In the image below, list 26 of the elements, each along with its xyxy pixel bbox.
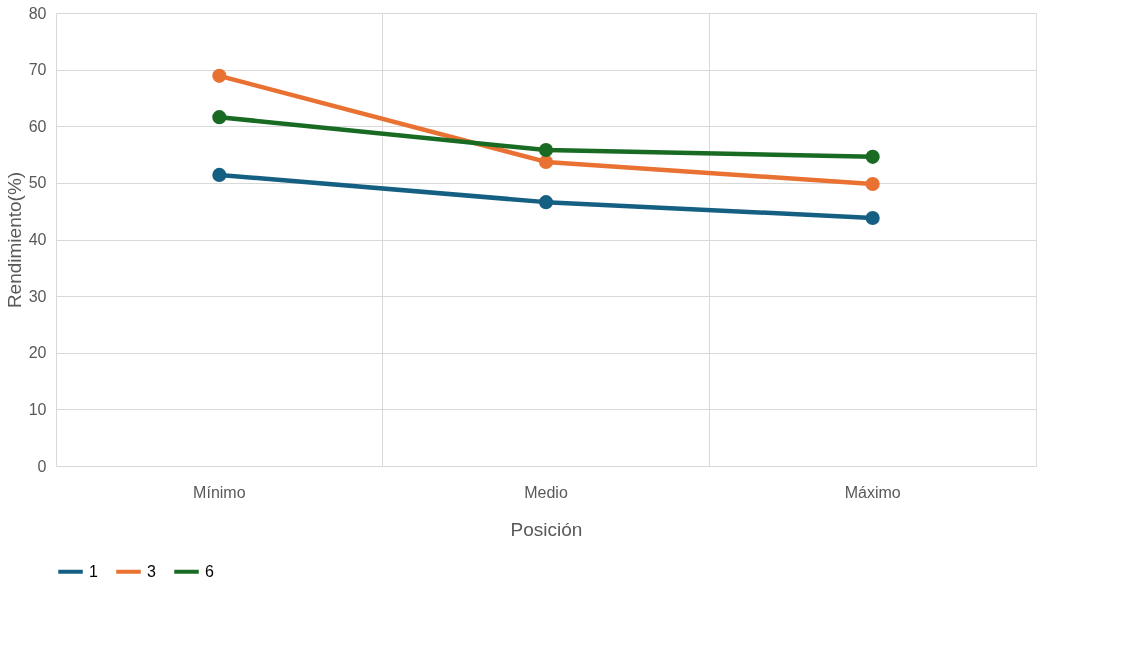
x-tick-label: Medio xyxy=(524,483,568,501)
point xyxy=(865,210,880,226)
point xyxy=(538,142,554,158)
y-tick-label: 50 xyxy=(28,174,47,192)
y-axis-title: Rendimiento(%) xyxy=(3,171,25,309)
x-axis-title: Posición xyxy=(510,518,583,540)
point xyxy=(538,154,554,169)
point xyxy=(212,110,227,125)
point xyxy=(212,68,227,83)
y-tick-label: 20 xyxy=(28,344,47,362)
y-tick-label: 30 xyxy=(28,287,47,305)
legend-label: 6 xyxy=(205,562,214,580)
y-tick-label: 0 xyxy=(37,457,47,475)
x-tick-label: Mínimo xyxy=(193,483,246,501)
y-tick-label: 70 xyxy=(28,61,47,79)
x-tick-label: Máximo xyxy=(844,483,901,501)
y-tick-label: 10 xyxy=(28,400,47,418)
point xyxy=(538,195,554,210)
y-tick-label: 80 xyxy=(28,4,47,22)
legend-label: 1 xyxy=(89,562,98,580)
legend-label: 3 xyxy=(147,562,156,580)
y-tick-label: 40 xyxy=(28,231,47,248)
point xyxy=(212,167,227,182)
point xyxy=(865,176,880,192)
y-tick-label: 60 xyxy=(28,117,47,135)
point xyxy=(865,149,880,164)
